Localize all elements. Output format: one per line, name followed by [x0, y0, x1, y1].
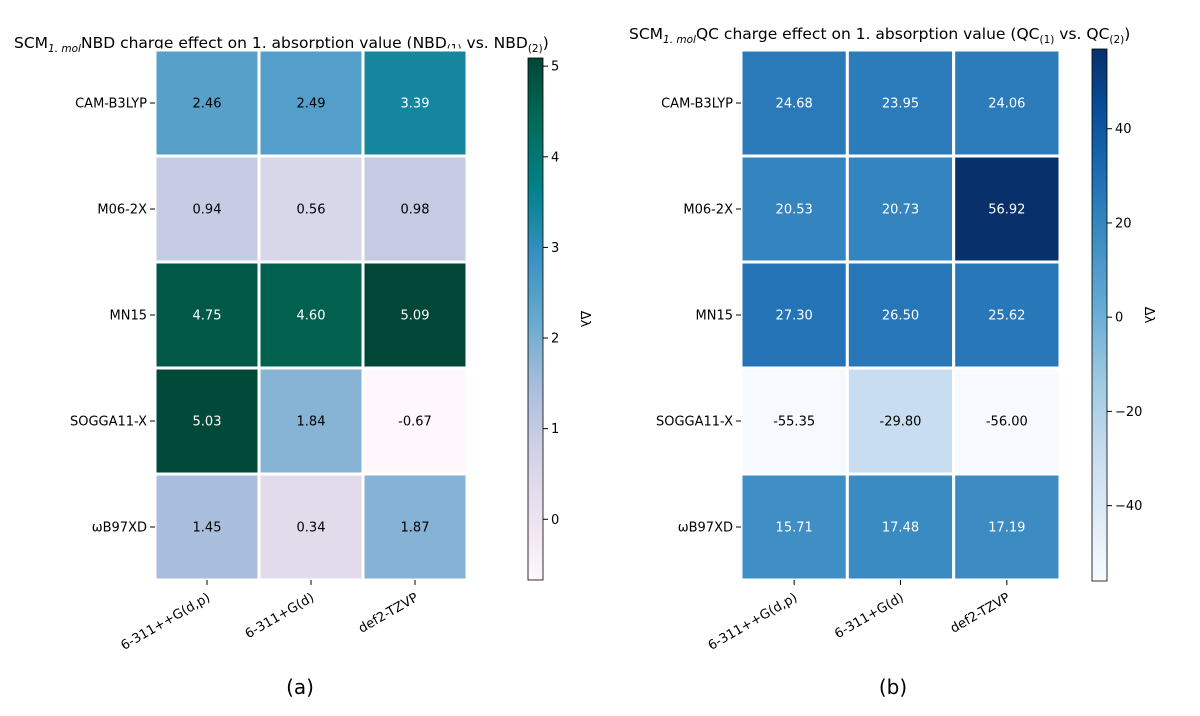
cell-value-label: -56.00	[986, 415, 1028, 430]
cell-value-label: 4.75	[193, 309, 222, 324]
cell-value-label: 27.30	[776, 309, 813, 324]
colorbar	[527, 57, 544, 581]
heatmap-cell	[739, 472, 849, 582]
heatmap-panel-b: SCM1. molQC charge effect on 1. absorpti…	[629, 25, 1156, 699]
colorbar-tick-label: −20	[1115, 405, 1142, 420]
y-tick-label: ωB97XD	[678, 521, 733, 536]
heatmap-cell	[257, 366, 365, 476]
colorbar-tick-label: 5	[551, 60, 559, 75]
colorbar-tick-label: 3	[551, 241, 559, 256]
cell-value-label: -55.35	[773, 415, 815, 430]
x-tick-label: 6-311++G(d,p)	[706, 590, 800, 653]
heatmap-cell	[739, 154, 849, 264]
cell-value-label: 24.68	[776, 97, 813, 112]
colorbar	[1091, 48, 1108, 582]
y-tick-label: SOGGA11-X	[70, 415, 147, 430]
cell-value-label: 0.34	[297, 521, 326, 536]
cell-value-label: 17.48	[882, 521, 919, 536]
colorbar-tick-label: 0	[551, 513, 559, 528]
cell-value-label: 56.92	[988, 203, 1025, 218]
cell-value-label: 1.87	[401, 521, 430, 536]
cell-value-label: -29.80	[880, 415, 922, 430]
x-tick-label: def2-TZVP	[948, 590, 1013, 636]
heatmap-cell	[361, 260, 469, 370]
panel-label: (b)	[879, 675, 907, 699]
cell-value-label: 3.39	[401, 97, 430, 112]
x-tick-label: 6-311+G(d)	[832, 590, 906, 642]
cell-value-label: 2.46	[193, 97, 222, 112]
y-tick-label: CAM-B3LYP	[661, 97, 733, 112]
cell-value-label: 24.06	[988, 97, 1025, 112]
x-tick-label: 6-311++G(d,p)	[119, 590, 213, 653]
y-tick-label: MN15	[696, 309, 733, 324]
heatmap-cell	[845, 472, 956, 582]
heatmap-cell	[257, 154, 365, 264]
heatmap-cell	[153, 472, 261, 582]
cell-value-label: 0.98	[401, 203, 430, 218]
colorbar-tick-label: −40	[1115, 499, 1142, 514]
heatmap-panel-a: SCM1. molNBD charge effect on 1. absorpt…	[14, 34, 592, 699]
cell-value-label: -0.67	[398, 415, 432, 430]
panel-label: (a)	[286, 675, 314, 699]
y-tick-label: ωB97XD	[92, 521, 147, 536]
chart-title: SCM1. molQC charge effect on 1. absorpti…	[629, 25, 1130, 46]
heatmap-cell	[361, 154, 469, 264]
heatmap-cell	[952, 472, 1062, 582]
y-tick-label: MN15	[110, 309, 147, 324]
heatmap-cell	[952, 260, 1062, 370]
cell-value-label: 5.09	[401, 309, 430, 324]
colorbar-tick-label: 1	[551, 422, 559, 437]
cell-value-label: 4.60	[297, 309, 326, 324]
colorbar-tick-label: 4	[551, 150, 559, 165]
cell-value-label: 23.95	[882, 97, 919, 112]
y-tick-label: CAM-B3LYP	[75, 97, 147, 112]
cell-value-label: 5.03	[193, 415, 222, 430]
heatmap-cell	[361, 366, 469, 476]
cell-value-label: 2.49	[297, 97, 326, 112]
heatmap-cell	[845, 366, 956, 476]
y-tick-label: SOGGA11-X	[656, 415, 733, 430]
y-tick-label: M06-2X	[683, 203, 733, 218]
colorbar-tick-label: 20	[1115, 216, 1132, 231]
cell-value-label: 26.50	[882, 309, 919, 324]
heatmap-cell	[153, 260, 261, 370]
x-tick-label: def2-TZVP	[356, 590, 421, 636]
cell-value-label: 17.19	[988, 521, 1025, 536]
cell-value-label: 0.56	[297, 203, 326, 218]
colorbar-tick-label: 0	[1115, 311, 1123, 326]
cell-value-label: 1.45	[193, 521, 222, 536]
colorbar-label: Δλ	[1141, 307, 1156, 324]
y-tick-label: M06-2X	[97, 203, 147, 218]
cell-value-label: 20.73	[882, 203, 919, 218]
colorbar-tick-label: 2	[551, 332, 559, 347]
cell-value-label: 0.94	[193, 203, 222, 218]
cell-value-label: 20.53	[776, 203, 813, 218]
cell-value-label: 1.84	[297, 415, 326, 430]
x-tick-label: 6-311+G(d)	[243, 590, 317, 642]
heatmap-cell	[361, 472, 469, 582]
heatmap-cell	[153, 154, 261, 264]
cell-value-label: 25.62	[988, 309, 1025, 324]
colorbar-tick-label: 40	[1115, 122, 1132, 137]
heatmap-cell	[952, 366, 1062, 476]
cell-value-label: 15.71	[776, 521, 813, 536]
colorbar-label: Δλ	[577, 311, 592, 328]
